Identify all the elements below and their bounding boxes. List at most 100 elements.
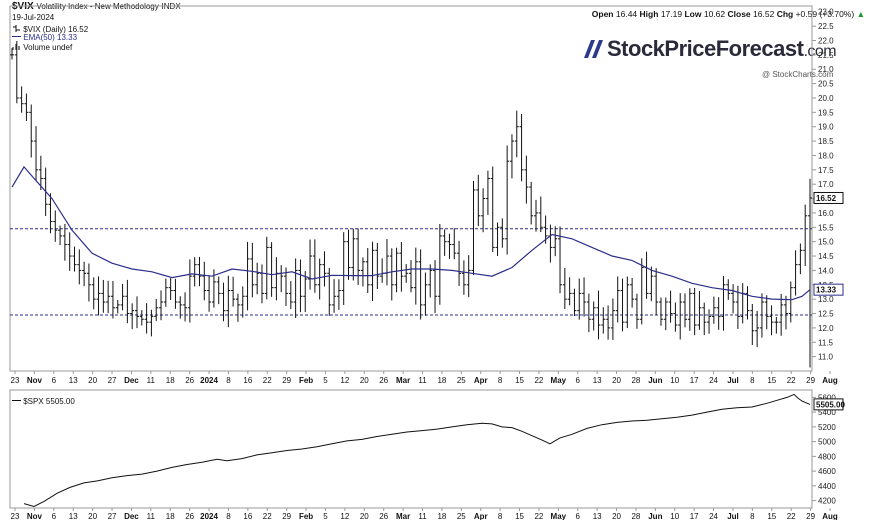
ohlc-bar (288, 281, 293, 310)
ohlc-bar (216, 276, 221, 305)
x-tick-label: 22 (263, 376, 272, 385)
ohlc-bar (500, 218, 505, 248)
ohlc-bar (173, 278, 178, 309)
y-tick-label: 19.5 (818, 108, 834, 117)
ohlc-bar (658, 297, 663, 326)
x-tick-label: 24 (709, 512, 718, 520)
ohlc-bar (553, 226, 558, 257)
x-tick-label: 5 (323, 512, 328, 520)
ohlc-bar (711, 296, 716, 324)
x-tick-label: Feb (299, 512, 313, 520)
ohlc-bar (384, 239, 389, 286)
vix-panel: 11.011.512.012.513.013.514.014.515.015.5… (9, 5, 844, 385)
ohlc-bar (264, 236, 269, 300)
ohlc-bar (106, 280, 111, 314)
ohlc-bar (399, 241, 404, 292)
x-tick-label: 22 (263, 512, 272, 520)
ohlc-bar (485, 170, 490, 216)
ohlc-bar (303, 271, 308, 312)
open-label: Open (591, 9, 614, 19)
x-tick-label: 22 (787, 512, 796, 520)
ohlc-bar (538, 196, 543, 233)
ohlc-bar (24, 93, 29, 121)
y-tick-label: 15.0 (818, 238, 834, 247)
y-tick-label: 22.0 (818, 36, 834, 45)
spx-line (23, 393, 811, 508)
x-tick-label: 2024 (200, 376, 218, 385)
ohlc-bar (663, 297, 668, 331)
ohlc-bar (134, 296, 139, 329)
ohlc-bar (168, 278, 173, 300)
ohlc-bar (226, 275, 231, 328)
vix-frame (9, 5, 813, 372)
legend-volume-label: Volume undef (23, 43, 73, 52)
ohlc-bar (110, 280, 115, 319)
x-tick-label: Mar (396, 376, 410, 385)
ohlc-bar (697, 291, 702, 330)
svg-text:13.33: 13.33 (816, 286, 837, 295)
svg-text:5505.00: 5505.00 (816, 400, 845, 409)
ohlc-bar (606, 305, 611, 340)
x-tick-label: 18 (166, 512, 175, 520)
x-tick-label: 24 (709, 376, 718, 385)
ohlc-bar (591, 301, 596, 331)
ohlc-bar (433, 260, 438, 314)
ohlc-bar (163, 278, 168, 307)
ohlc-bar (269, 242, 274, 297)
ohlc-bar (610, 298, 615, 340)
low-value: 10.62 (703, 9, 726, 19)
x-tick-label: 8 (750, 512, 755, 520)
x-tick-label: Jun (648, 376, 662, 385)
x-tick-label: 2024 (200, 512, 218, 520)
ohlc-bar (274, 257, 279, 301)
x-tick-label: 29 (282, 512, 291, 520)
ohlc-bar (255, 262, 260, 295)
ohlc-bar (755, 310, 760, 348)
x-tick-label: 27 (108, 376, 117, 385)
ohlc-bar (86, 263, 91, 302)
x-tick-label: 25 (457, 376, 466, 385)
ohlc-bar (58, 225, 63, 246)
ohlc-bar (707, 309, 712, 334)
ohlc-bar (769, 305, 774, 336)
ema-line-icon (12, 36, 21, 37)
x-tick-label: 8 (750, 376, 755, 385)
ohlc-bar (673, 302, 678, 332)
ohlc-bar (34, 126, 39, 182)
ohlc-bar (687, 288, 692, 331)
y-tick-label: 12.5 (818, 310, 834, 319)
ohlc-bar (418, 249, 423, 320)
ohlc-bar (596, 290, 601, 340)
ohlc-bar (735, 285, 740, 329)
ohlc-bar (183, 292, 188, 322)
ohlc-bar (139, 310, 144, 326)
ohlc-bar (178, 296, 183, 319)
y-tick-label: 21.0 (818, 65, 834, 74)
y-tick-label: 14.0 (818, 266, 834, 275)
high-value: 17.19 (660, 9, 683, 19)
y-tick-label: 17.5 (818, 166, 834, 175)
x-tick-label: 15 (767, 512, 776, 520)
x-tick-label: 13 (69, 512, 78, 520)
ohlc-bar (91, 277, 96, 310)
ohlc-bar (428, 264, 433, 298)
ohlc-bar (803, 204, 808, 267)
brand-slash-icon (584, 40, 603, 58)
x-tick-label: Dec (124, 512, 139, 520)
y-tick-label: 5600 (818, 393, 836, 402)
ohlc-bar (582, 277, 587, 317)
x-tick-label: 18 (437, 512, 446, 520)
ohlc-bar (221, 282, 226, 322)
ohlc-bar (634, 293, 639, 329)
ohlc-bar (572, 288, 577, 316)
svg-text:16.52: 16.52 (816, 194, 837, 203)
x-tick-label: 11 (147, 512, 156, 520)
chg-label: Chg (776, 9, 794, 19)
ohlc-bar (529, 181, 534, 225)
ohlc-bar (336, 279, 341, 310)
y-tick-label: 11.5 (818, 338, 834, 347)
ohlc-bar (490, 166, 495, 253)
x-tick-label: 8 (498, 512, 503, 520)
y-tick-label: 12.0 (818, 324, 834, 333)
